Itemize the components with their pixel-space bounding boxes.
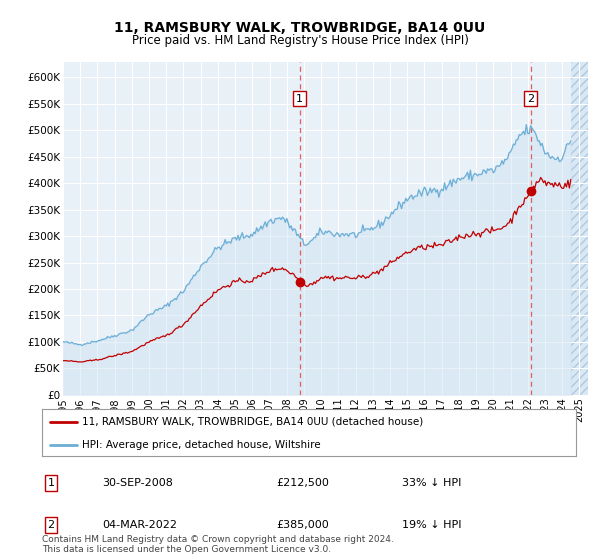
Text: £385,000: £385,000 [276, 520, 329, 530]
Text: HPI: Average price, detached house, Wiltshire: HPI: Average price, detached house, Wilt… [82, 440, 320, 450]
Text: Price paid vs. HM Land Registry's House Price Index (HPI): Price paid vs. HM Land Registry's House … [131, 34, 469, 46]
Bar [571, 62, 588, 395]
Text: 33% ↓ HPI: 33% ↓ HPI [402, 478, 461, 488]
Text: £212,500: £212,500 [276, 478, 329, 488]
Text: 2: 2 [47, 520, 55, 530]
Text: 1: 1 [296, 94, 303, 104]
Text: 11, RAMSBURY WALK, TROWBRIDGE, BA14 0UU (detached house): 11, RAMSBURY WALK, TROWBRIDGE, BA14 0UU … [82, 417, 424, 427]
Text: 11, RAMSBURY WALK, TROWBRIDGE, BA14 0UU: 11, RAMSBURY WALK, TROWBRIDGE, BA14 0UU [115, 21, 485, 35]
Text: 04-MAR-2022: 04-MAR-2022 [102, 520, 177, 530]
Text: 19% ↓ HPI: 19% ↓ HPI [402, 520, 461, 530]
Text: 2: 2 [527, 94, 534, 104]
Text: 30-SEP-2008: 30-SEP-2008 [102, 478, 173, 488]
Text: 1: 1 [47, 478, 55, 488]
Text: Contains HM Land Registry data © Crown copyright and database right 2024.
This d: Contains HM Land Registry data © Crown c… [42, 535, 394, 554]
